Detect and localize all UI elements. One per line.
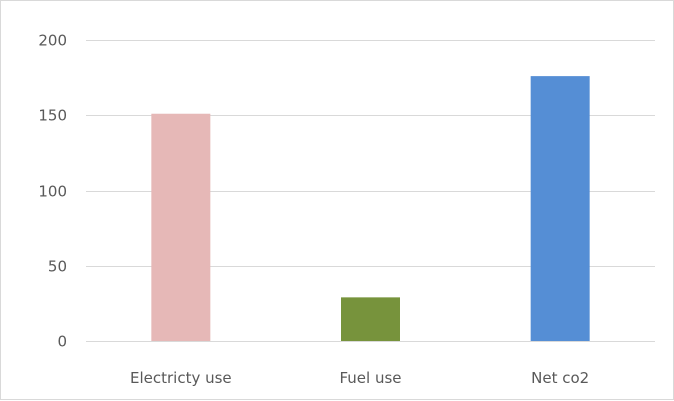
y-tick-label: 0 <box>57 333 67 351</box>
y-tick-label: 200 <box>38 32 67 50</box>
bar <box>530 76 590 342</box>
y-tick-label: 150 <box>38 107 67 125</box>
x-tick-label: Net co2 <box>531 369 589 387</box>
x-axis-tick-labels: Electricty use Fuel use Net co2 <box>130 369 589 387</box>
bar <box>151 113 211 342</box>
bars <box>151 76 590 342</box>
x-tick-label: Electricty use <box>130 369 232 387</box>
x-tick-label: Fuel use <box>339 369 401 387</box>
bar <box>341 297 400 341</box>
y-axis-tick-labels: 0 50 100 150 200 <box>38 32 67 351</box>
y-tick-label: 50 <box>48 258 67 276</box>
y-tick-label: 100 <box>38 183 67 201</box>
